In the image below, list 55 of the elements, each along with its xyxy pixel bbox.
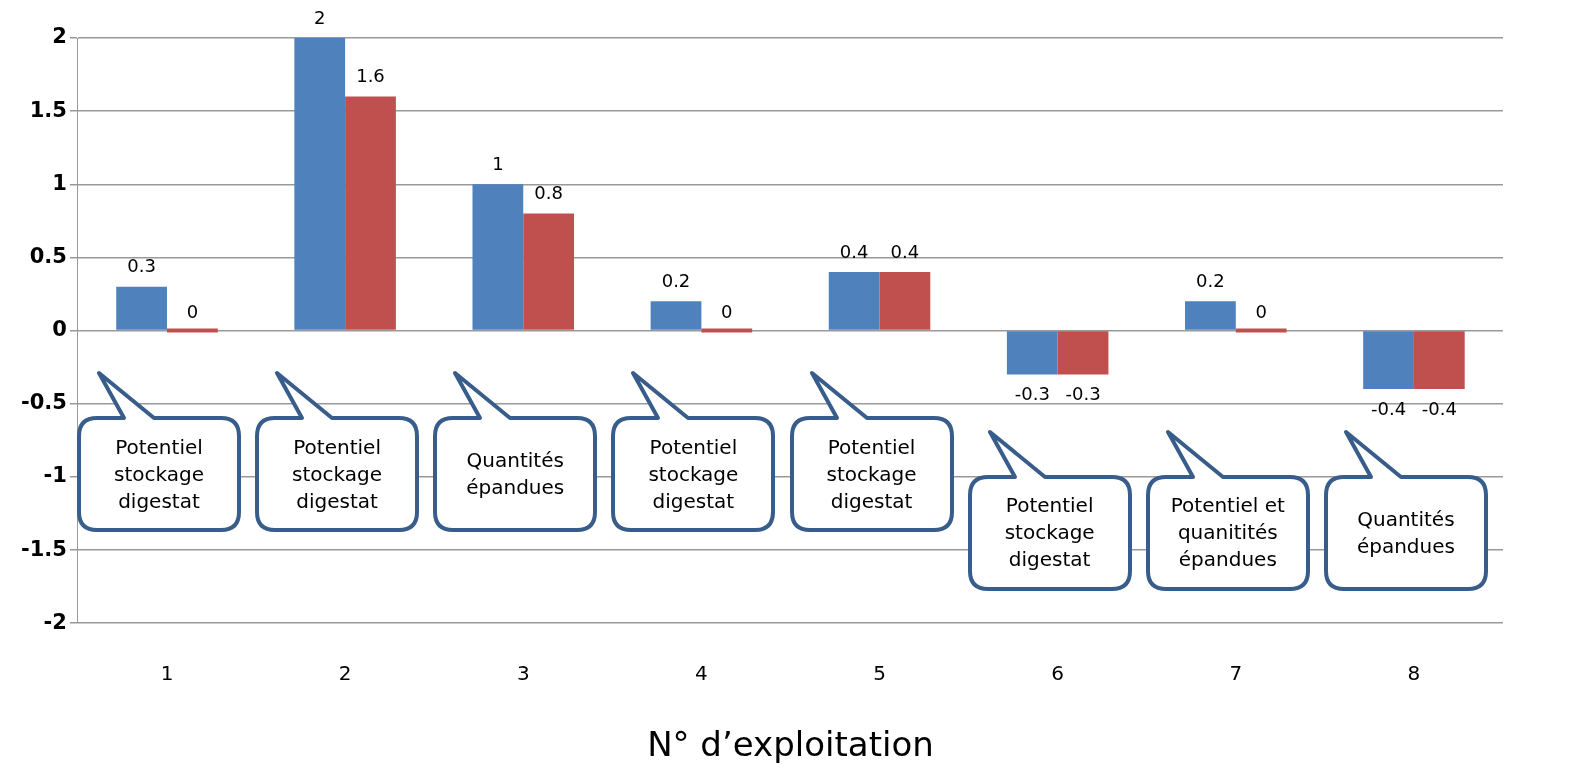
bar — [828, 272, 880, 330]
x-tick-label: 5 — [873, 661, 886, 686]
x-tick-label: 2 — [338, 661, 352, 686]
data-label: 0.4 — [890, 240, 920, 262]
y-tick-label: 1.5 — [29, 97, 67, 122]
data-label: 0.3 — [127, 255, 156, 277]
annotation: Potentiel stockage digestat — [1003, 492, 1096, 574]
bar — [1057, 331, 1109, 375]
x-tick-label: 3 — [516, 661, 530, 686]
y-tick-label: 0 — [52, 317, 67, 342]
annotation: Quantités épandues — [1355, 505, 1456, 560]
x-tick-label: 4 — [695, 661, 708, 686]
x-tick-label: 8 — [1407, 661, 1421, 686]
bar — [1413, 331, 1465, 390]
bar — [879, 272, 931, 330]
annotation: Potentiel stockage digestat — [291, 433, 384, 515]
data-label: 0.8 — [534, 182, 563, 204]
data-label: -0.4 — [1370, 397, 1407, 419]
data-label: 0 — [1255, 301, 1267, 323]
data-label: 0.2 — [661, 270, 691, 292]
x-axis-title: N° d’exploitation — [647, 724, 934, 765]
y-tick-label: -1.5 — [21, 536, 67, 561]
data-label: -0.3 — [1065, 383, 1101, 405]
data-label: 1.6 — [356, 65, 385, 87]
y-tick-label: 2 — [52, 24, 67, 49]
bar — [650, 301, 702, 330]
data-label: 0.4 — [839, 240, 869, 262]
bar — [345, 96, 396, 330]
annotation: Potentiel et quanitités épandues — [1169, 492, 1286, 574]
annotation: Quantités épandues — [465, 447, 566, 502]
data-label: 2 — [314, 6, 326, 28]
data-label: 0 — [721, 301, 733, 323]
y-tick-label: 0.5 — [29, 243, 67, 268]
bar — [1185, 301, 1236, 330]
bar — [523, 213, 575, 330]
data-label: -0.3 — [1014, 383, 1050, 405]
annotation: Potentiel stockage digestat — [825, 433, 918, 515]
annotation: Potentiel stockage digestat — [113, 433, 205, 515]
y-tick-label: -1 — [43, 463, 67, 488]
x-tick-label: 1 — [160, 661, 174, 686]
bar — [472, 184, 524, 330]
data-label: -0.4 — [1421, 397, 1457, 419]
x-tick-label: 6 — [1051, 661, 1065, 686]
y-tick-label: -2 — [43, 609, 67, 634]
y-tick-label: 1 — [52, 170, 67, 195]
annotation: Potentiel stockage digestat — [647, 433, 740, 515]
bar — [294, 38, 346, 330]
y-tick-label: -0.5 — [21, 390, 67, 415]
bar — [116, 286, 167, 330]
data-label: 0 — [186, 301, 199, 323]
data-label: 0.2 — [1196, 270, 1225, 292]
bar — [1363, 331, 1414, 390]
x-tick-label: 7 — [1229, 661, 1243, 686]
bar — [1006, 331, 1058, 375]
data-label: 1 — [492, 152, 504, 174]
